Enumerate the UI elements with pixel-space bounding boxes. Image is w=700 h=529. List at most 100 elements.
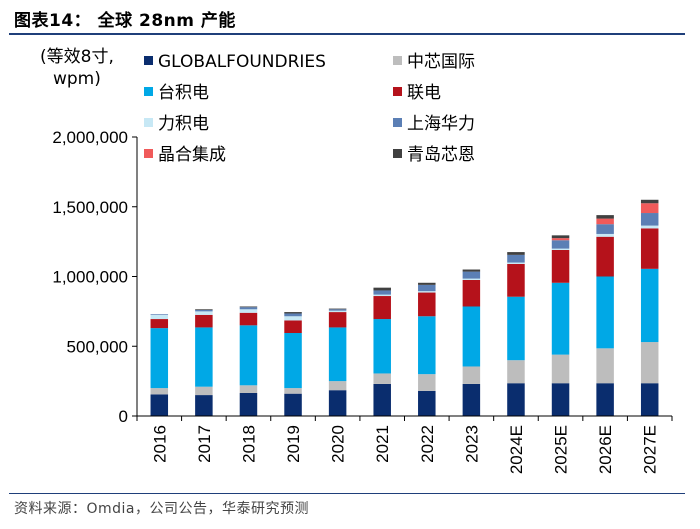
bar-segment	[551, 354, 570, 384]
bar-stack-2024E	[507, 252, 525, 416]
legend-item: 中芯国际	[393, 52, 475, 72]
x-category-label: 2027E	[641, 425, 660, 474]
bar-segment	[373, 296, 391, 320]
legend-label: 青岛芯恩	[407, 145, 475, 165]
x-category-label: 2020	[329, 425, 348, 463]
legend-swatch	[393, 149, 402, 158]
bar-segment	[418, 282, 436, 285]
x-category-label: 2017	[195, 425, 214, 463]
bar-segment	[328, 327, 347, 382]
source-note: 资料来源：Omdia，公司公告，华泰研究预测	[14, 501, 310, 517]
legend-label: GLOBALFOUNDRIES	[158, 52, 326, 72]
y-tick-label: 2,000,000	[52, 128, 128, 147]
bar-stack-2021	[373, 287, 391, 416]
bar-segment	[328, 309, 347, 311]
bar-segment	[150, 394, 169, 416]
bar-segment	[195, 395, 213, 416]
bar-segment	[328, 310, 347, 313]
bar-segment	[239, 307, 258, 310]
bar-segment	[418, 292, 436, 317]
bar-segment	[373, 373, 391, 384]
bar-segment	[596, 224, 614, 234]
legend-item: 晶合集成	[144, 145, 226, 165]
bar-segment	[373, 294, 391, 297]
bar-segment	[284, 388, 302, 394]
y-tick-label: 1,000,000	[52, 268, 128, 287]
legend-swatch	[144, 56, 153, 65]
bar-segment	[596, 215, 614, 219]
bar-segment	[551, 238, 570, 241]
bar-segment	[239, 309, 258, 313]
bar-stack-2026E	[596, 215, 614, 416]
bar-segment	[195, 309, 213, 310]
bar-segment	[551, 282, 570, 355]
x-category-label: 2025E	[552, 425, 571, 474]
bar-segment	[150, 314, 169, 320]
bar-segment	[462, 306, 481, 367]
bar-segment	[551, 235, 570, 239]
bar-segment	[507, 296, 525, 361]
x-axis: 2016 2017 2018 2019 2020 2021 2022 2023 2024E 202…	[136, 415, 673, 474]
legend-label: 联电	[407, 83, 441, 103]
bar-segment	[328, 390, 347, 416]
legend-label: 力积电	[158, 114, 209, 134]
y-tick-label: 500,000	[67, 337, 128, 356]
unit-label-line-1: (等效8寸,	[40, 47, 114, 67]
bar-stack-2018	[239, 306, 258, 416]
legend-item: 力积电	[144, 114, 209, 134]
legend-swatch	[144, 149, 153, 158]
bar-segment	[507, 383, 525, 416]
bar-segment	[507, 254, 525, 263]
y-axis-unit-label: (等效8寸, wpm)	[40, 46, 114, 90]
bar-segment	[150, 319, 169, 329]
x-category-label: 2016	[150, 425, 169, 463]
bar-segment	[418, 291, 436, 293]
bar-stack-2023	[462, 269, 481, 416]
bar-segment	[640, 342, 659, 384]
bar-segment	[328, 308, 347, 310]
bar-segment	[195, 314, 213, 328]
y-tick-label: 0	[119, 407, 128, 426]
bar-stack-2025E	[551, 235, 570, 416]
bar-segment	[239, 306, 258, 308]
bar-segment	[328, 381, 347, 391]
x-category-label: 2026E	[596, 425, 615, 474]
bar-segment	[551, 249, 570, 283]
bar-segment	[328, 312, 347, 328]
source-rule	[9, 493, 685, 494]
legend-swatch	[393, 118, 402, 127]
bar-segment	[507, 263, 525, 297]
bar-segment	[462, 279, 481, 307]
bar-segment	[150, 314, 169, 315]
bar-segment	[640, 203, 659, 214]
bar-segment	[284, 393, 302, 416]
bar-segment	[596, 218, 614, 225]
bar-segment	[596, 348, 614, 384]
legend-item: GLOBALFOUNDRIES	[144, 52, 326, 72]
bar-segment	[284, 312, 302, 314]
bar-segment	[596, 233, 614, 237]
legend-label: 台积电	[158, 83, 209, 103]
bar-segment	[507, 262, 525, 264]
legend-swatch	[393, 87, 402, 96]
bar-segment	[596, 236, 614, 277]
legend-swatch	[144, 87, 153, 96]
x-category-label: 2024E	[507, 425, 526, 474]
bar-segment	[551, 240, 570, 249]
bar-segment	[462, 278, 481, 280]
bar-stack-2016	[150, 314, 169, 416]
bar-segment	[640, 268, 659, 343]
bar-segment	[640, 213, 659, 226]
figure-title: 图表14： 全球 28nm 产能	[14, 11, 236, 31]
legend-swatch	[393, 56, 402, 65]
bar-segment	[239, 325, 258, 386]
bar-segment	[507, 360, 525, 384]
legend-item: 台积电	[144, 83, 209, 103]
bar-segment	[284, 320, 302, 333]
bar-segment	[284, 313, 302, 317]
bar-segment	[640, 383, 659, 416]
bar-segment	[596, 276, 614, 349]
bar-segment	[195, 386, 213, 396]
title-rule	[9, 33, 685, 35]
bar-segment	[195, 309, 213, 312]
